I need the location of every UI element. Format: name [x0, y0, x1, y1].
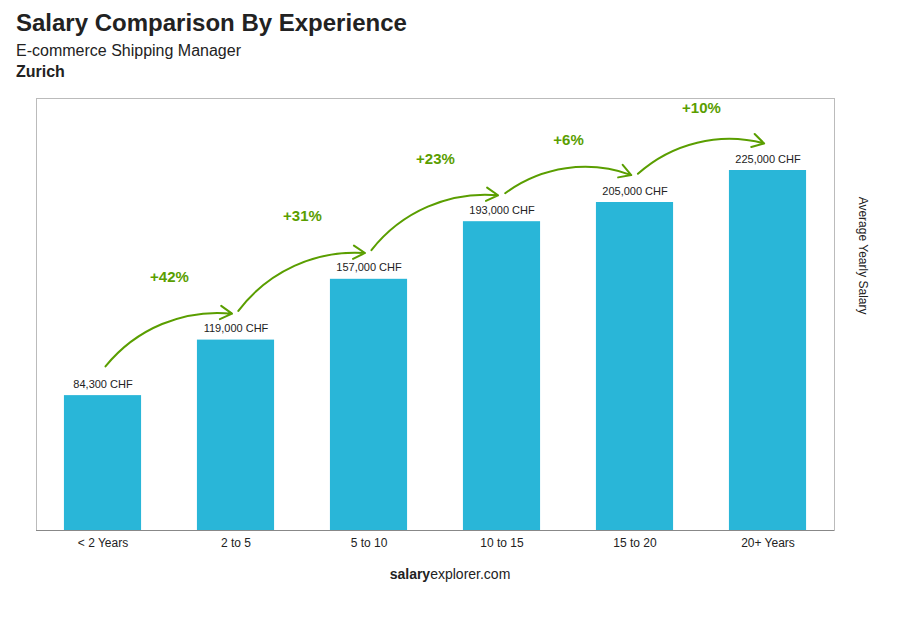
- svg-text:Average Yearly Salary: Average Yearly Salary: [856, 197, 870, 315]
- svg-text:< 2 Years: < 2 Years: [78, 536, 128, 550]
- html-text:salary explorer.com: salary explorer.com: [389, 566, 511, 582]
- svg-text:10 to 15: 10 to 15: [480, 536, 524, 550]
- svg-text:15 to 20: 15 to 20: [613, 536, 657, 550]
- svg-text:205,000 CHF: 205,000 CHF: [602, 185, 668, 197]
- svg-text:119,000 CHF: 119,000 CHF: [204, 322, 269, 334]
- html-text:Zurich: Zurich: [16, 63, 65, 80]
- svg-text:2 to 5: 2 to 5: [221, 536, 251, 550]
- svg-text:225,000 CHF: 225,000 CHF: [735, 153, 801, 165]
- svg-text:+6%: +6%: [553, 131, 583, 148]
- html-text:E-commerce Shipping Manager: E-commerce Shipping Manager: [16, 42, 241, 59]
- svg-text:5 to 10: 5 to 10: [351, 536, 388, 550]
- svg-text:157,000 CHF: 157,000 CHF: [336, 261, 402, 273]
- svg-text:84,300 CHF: 84,300 CHF: [73, 378, 133, 390]
- svg-text:+42%: +42%: [150, 268, 189, 285]
- svg-text:+23%: +23%: [416, 150, 455, 167]
- svg-text:20+ Years: 20+ Years: [741, 536, 795, 550]
- svg-text:+31%: +31%: [283, 207, 322, 224]
- html-text:Salary Comparison By Experienc: Salary Comparison By Experience: [16, 9, 407, 36]
- svg-text:193,000 CHF: 193,000 CHF: [469, 204, 535, 216]
- svg-text:+10%: +10%: [682, 99, 721, 116]
